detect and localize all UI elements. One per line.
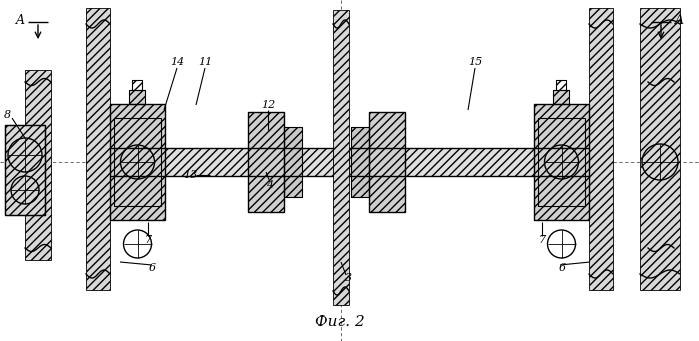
Text: 15: 15 — [468, 57, 482, 67]
Bar — [132, 80, 142, 90]
Text: 3: 3 — [345, 273, 352, 283]
Bar — [556, 80, 566, 90]
Bar — [129, 90, 145, 104]
Bar — [538, 118, 585, 206]
Bar — [534, 104, 589, 220]
Bar — [553, 90, 569, 104]
Bar — [351, 127, 369, 197]
Bar — [110, 148, 333, 176]
Bar — [369, 112, 405, 212]
Bar — [248, 112, 284, 212]
Text: 6: 6 — [559, 263, 565, 273]
Bar — [110, 104, 165, 220]
Text: A: A — [15, 14, 24, 27]
Bar — [349, 148, 589, 176]
Bar — [86, 8, 110, 290]
Bar — [132, 80, 142, 90]
Bar — [5, 125, 45, 215]
Text: 13: 13 — [183, 170, 197, 180]
Bar — [284, 127, 302, 197]
Bar — [640, 8, 680, 290]
Bar — [5, 125, 45, 215]
Bar — [351, 127, 369, 197]
Bar — [248, 112, 284, 212]
Bar — [284, 127, 302, 197]
Bar — [589, 8, 613, 290]
Text: 7: 7 — [145, 235, 152, 245]
Bar — [114, 118, 161, 206]
Bar — [129, 90, 145, 104]
Text: 4: 4 — [266, 180, 273, 190]
Bar — [25, 70, 51, 260]
Bar — [648, 70, 674, 260]
Text: 8: 8 — [3, 110, 10, 120]
Bar — [534, 104, 589, 220]
Text: Фиг. 2: Фиг. 2 — [315, 315, 365, 329]
Text: 11: 11 — [198, 57, 212, 67]
Text: 7: 7 — [538, 235, 545, 245]
Bar — [556, 80, 566, 90]
Text: 14: 14 — [170, 57, 184, 67]
Text: A: A — [675, 14, 684, 27]
Bar — [333, 10, 349, 305]
Bar — [110, 104, 165, 220]
Bar — [553, 90, 569, 104]
Text: 12: 12 — [261, 100, 275, 110]
Bar — [369, 112, 405, 212]
Text: 6: 6 — [148, 263, 156, 273]
